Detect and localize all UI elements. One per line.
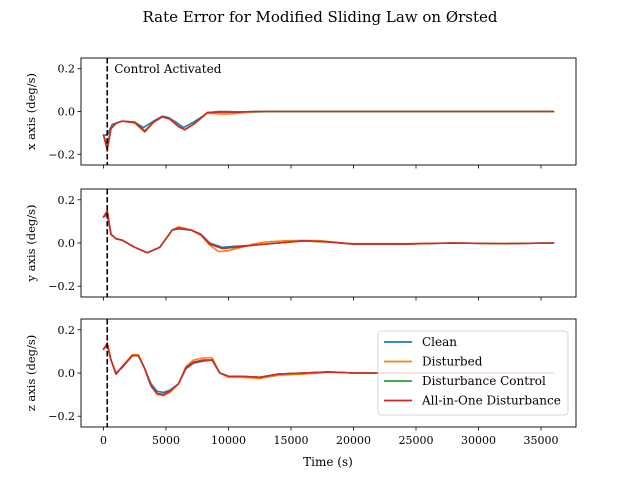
y-axis-label: x axis (deg/s) [24, 73, 38, 150]
x-tick-label: 25000 [399, 434, 434, 447]
chart-title: Rate Error for Modified Sliding Law on Ø… [142, 8, 497, 26]
y-tick-label: 0.2 [58, 63, 76, 76]
series-line-disturbed [102, 110, 555, 147]
y-tick-label: 0.0 [58, 367, 76, 380]
y-axis-label: y axis (deg/s) [24, 204, 38, 282]
x-tick-label: 5000 [152, 434, 180, 447]
y-tick-label: −0.2 [48, 410, 75, 423]
subplot-3: −0.2 0.0 0.2 0 5000 10000 15000 20000 25000 30000… [24, 318, 577, 447]
x-tick-label: 20000 [336, 434, 371, 447]
x-axis-label: Time (s) [303, 455, 353, 469]
series-line-all-in-one-disturbance [102, 343, 555, 396]
y-tick-label: −0.2 [48, 148, 75, 161]
subplots-container: −0.2 0.0 0.2 x axis (deg/s) Control Activate… [24, 57, 577, 447]
series-group [102, 341, 555, 397]
legend-label: Disturbed [422, 355, 483, 369]
legend-label: All-in-One Disturbance [421, 394, 561, 408]
control-activated-label: Control Activated [114, 62, 221, 76]
series-line-clean [102, 110, 555, 136]
series-line-disturbance-control [102, 110, 555, 149]
series-group [102, 209, 555, 254]
y-tick-label: 0.2 [58, 324, 76, 337]
x-tick-label: 15000 [274, 434, 309, 447]
y-tick-label: 0.2 [58, 194, 76, 207]
series-line-clean [102, 214, 555, 254]
y-tick-label: 0.0 [58, 237, 76, 250]
legend: Clean Disturbed Disturbance Control All-in-… [377, 330, 569, 416]
subplot-1: −0.2 0.0 0.2 x axis (deg/s) Control Activate… [24, 57, 577, 169]
subplot-2: −0.2 0.0 0.2 y axis (deg/s) [24, 188, 577, 301]
series-line-all-in-one-disturbance [102, 209, 555, 254]
legend-label: Clean [422, 335, 457, 349]
legend-label: Disturbance Control [422, 374, 546, 388]
x-tick-label: 0 [100, 434, 107, 447]
x-tick-label: 10000 [211, 434, 246, 447]
y-tick-label: −0.2 [48, 280, 75, 293]
x-tick-label: 30000 [461, 434, 496, 447]
y-axis-label: z axis (deg/s) [24, 335, 38, 412]
x-tick-label: 35000 [524, 434, 559, 447]
series-group [102, 110, 555, 151]
y-tick-label: 0.0 [58, 106, 76, 119]
legend-box [377, 330, 569, 416]
series-line-all-in-one-disturbance [102, 110, 555, 151]
